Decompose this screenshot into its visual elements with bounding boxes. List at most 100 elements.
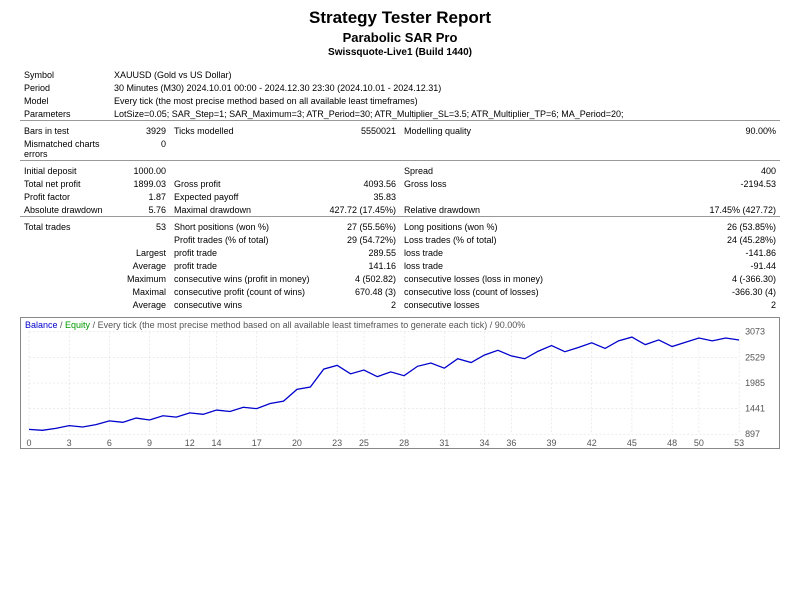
tt-label: Total trades — [20, 220, 110, 233]
sp-label: Short positions (won %) — [170, 220, 320, 233]
spread-value: 400 — [700, 164, 780, 177]
svg-text:3: 3 — [67, 438, 72, 448]
svg-text:28: 28 — [399, 438, 409, 448]
svg-text:45: 45 — [627, 438, 637, 448]
largest-pt-value: 289.55 — [320, 246, 400, 259]
pt-label: Profit trades (% of total) — [170, 233, 320, 246]
report-title: Strategy Tester Report — [20, 8, 780, 28]
svg-text:39: 39 — [547, 438, 557, 448]
ad-value: 5.76 — [110, 203, 170, 217]
sp-value: 27 (55.56%) — [320, 220, 400, 233]
avg-cw-label: consecutive wins — [170, 298, 320, 311]
svg-text:17: 17 — [252, 438, 262, 448]
svg-text:6: 6 — [107, 438, 112, 448]
gl-value: -2194.53 — [700, 177, 780, 190]
svg-text:20: 20 — [292, 438, 302, 448]
ad-label: Absolute drawdown — [20, 203, 110, 217]
mism-label: Mismatched charts errors — [20, 137, 110, 161]
max-cl-label: consecutive losses (loss in money) — [400, 272, 550, 285]
svg-text:50: 50 — [694, 438, 704, 448]
tnp-value: 1899.03 — [110, 177, 170, 190]
max-cw-value: 4 (502.82) — [320, 272, 400, 285]
maximal-cl-label: consecutive loss (count of losses) — [400, 285, 550, 298]
params-label: Parameters — [20, 107, 110, 121]
lt-value: 24 (45.28%) — [700, 233, 780, 246]
symbol-label: Symbol — [20, 68, 110, 81]
max-cl-value: 4 (-366.30) — [700, 272, 780, 285]
ticks-value: 5550021 — [320, 124, 400, 137]
avg-lt-label: loss trade — [400, 259, 550, 272]
avg-pt-label: profit trade — [170, 259, 320, 272]
model-label: Model — [20, 94, 110, 107]
gp-label: Gross profit — [170, 177, 320, 190]
maximal-cp-label: consecutive profit (count of wins) — [170, 285, 320, 298]
gl-label: Gross loss — [400, 177, 550, 190]
svg-text:1441: 1441 — [745, 404, 765, 414]
period-label: Period — [20, 81, 110, 94]
svg-text:1985: 1985 — [745, 378, 765, 388]
info-table: Symbol XAUUSD (Gold vs US Dollar) Period… — [20, 68, 780, 311]
maximum-label: Maximum — [110, 272, 170, 285]
pf-value: 1.87 — [110, 190, 170, 203]
period-value: 30 Minutes (M30) 2024.10.01 00:00 - 2024… — [110, 81, 780, 94]
model-value: Every tick (the most precise method base… — [110, 94, 780, 107]
avg-cl-label: consecutive losses — [400, 298, 550, 311]
mq-label: Modelling quality — [400, 124, 550, 137]
largest-label: Largest — [110, 246, 170, 259]
lp-value: 26 (53.85%) — [700, 220, 780, 233]
svg-text:9: 9 — [147, 438, 152, 448]
balance-chart: Balance / Equity / Every tick (the most … — [20, 317, 780, 449]
largest-lt-label: loss trade — [400, 246, 550, 259]
svg-text:2529: 2529 — [745, 352, 765, 362]
svg-text:25: 25 — [359, 438, 369, 448]
avg-lt-value: -91.44 — [700, 259, 780, 272]
params-value: LotSize=0.05; SAR_Step=1; SAR_Maximum=3;… — [110, 107, 780, 121]
svg-text:897: 897 — [745, 429, 760, 439]
average-label: Average — [110, 259, 170, 272]
md-value: 427.72 (17.45%) — [320, 203, 400, 217]
svg-text:42: 42 — [587, 438, 597, 448]
svg-text:53: 53 — [734, 438, 744, 448]
rd-value: 17.45% (427.72) — [700, 203, 780, 217]
svg-text:3073: 3073 — [745, 327, 765, 337]
avg-cl-value: 2 — [700, 298, 780, 311]
svg-text:12: 12 — [185, 438, 195, 448]
avg-pt-value: 141.16 — [320, 259, 400, 272]
max-cw-label: consecutive wins (profit in money) — [170, 272, 320, 285]
tt-value: 53 — [110, 220, 170, 233]
ep-value: 35.83 — [320, 190, 400, 203]
report-subtitle: Parabolic SAR Pro — [20, 30, 780, 45]
md-label: Maximal drawdown — [170, 203, 320, 217]
svg-text:31: 31 — [439, 438, 449, 448]
largest-pt-label: profit trade — [170, 246, 320, 259]
bars-value: 3929 — [110, 124, 170, 137]
spread-label: Spread — [400, 164, 550, 177]
gp-value: 4093.56 — [320, 177, 400, 190]
avg-cons-label: Average — [110, 298, 170, 311]
lp-label: Long positions (won %) — [400, 220, 550, 233]
bars-label: Bars in test — [20, 124, 110, 137]
rd-label: Relative drawdown — [400, 203, 550, 217]
maximal-cp-value: 670.48 (3) — [320, 285, 400, 298]
svg-text:23: 23 — [332, 438, 342, 448]
avg-cw-value: 2 — [320, 298, 400, 311]
svg-text:14: 14 — [212, 438, 222, 448]
maximal-cl-value: -366.30 (4) — [700, 285, 780, 298]
ticks-label: Ticks modelled — [170, 124, 320, 137]
pt-value: 29 (54.72%) — [320, 233, 400, 246]
ep-label: Expected payoff — [170, 190, 320, 203]
pf-label: Profit factor — [20, 190, 110, 203]
maximal-label: Maximal — [110, 285, 170, 298]
symbol-value: XAUUSD (Gold vs US Dollar) — [110, 68, 780, 81]
initdep-label: Initial deposit — [20, 164, 110, 177]
initdep-value: 1000.00 — [110, 164, 170, 177]
report-build: Swissquote-Live1 (Build 1440) — [20, 47, 780, 58]
tnp-label: Total net profit — [20, 177, 110, 190]
svg-text:48: 48 — [667, 438, 677, 448]
mq-value: 90.00% — [700, 124, 780, 137]
svg-text:0: 0 — [26, 438, 31, 448]
svg-text:36: 36 — [506, 438, 516, 448]
lt-label: Loss trades (% of total) — [400, 233, 550, 246]
largest-lt-value: -141.86 — [700, 246, 780, 259]
svg-text:34: 34 — [480, 438, 490, 448]
